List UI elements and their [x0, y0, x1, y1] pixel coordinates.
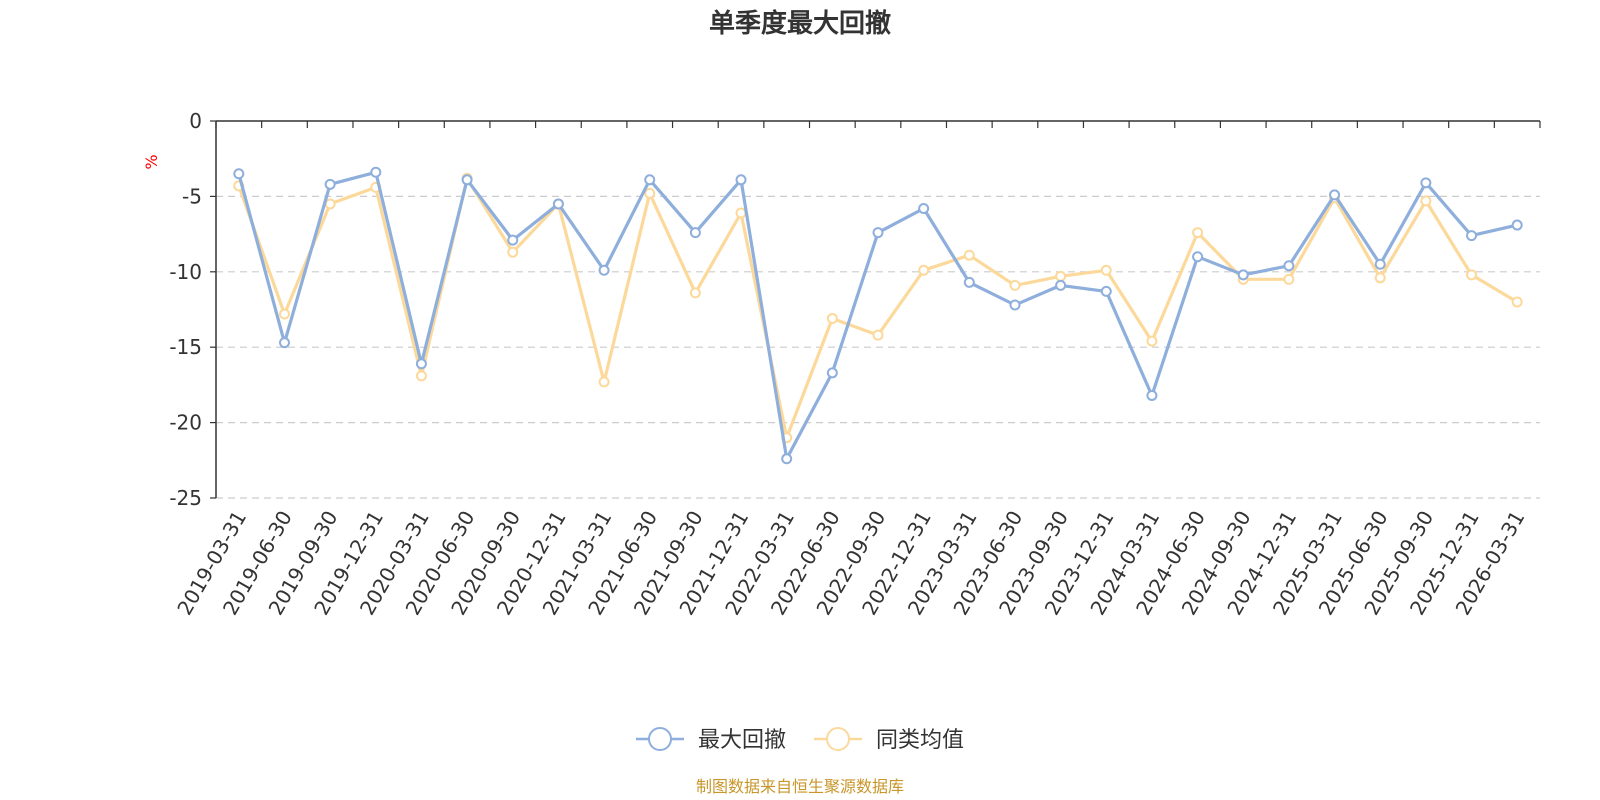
- data-point-series-2[interactable]: [1511, 296, 1523, 308]
- data-point-series-2[interactable]: [689, 287, 701, 299]
- data-point-series-1[interactable]: [1466, 230, 1478, 242]
- data-point-series-1[interactable]: [644, 174, 656, 186]
- y-axis-unit-label: %: [142, 154, 161, 169]
- data-point-series-2[interactable]: [1374, 272, 1386, 284]
- data-point-series-2[interactable]: [1466, 269, 1478, 281]
- data-point-series-1[interactable]: [1329, 189, 1341, 201]
- data-point-series-1[interactable]: [781, 453, 793, 465]
- data-point-series-1[interactable]: [461, 174, 473, 186]
- data-point-series-2[interactable]: [1055, 270, 1067, 282]
- data-point-series-1[interactable]: [1237, 269, 1249, 281]
- y-tick-label: 0: [189, 109, 202, 133]
- data-point-series-2[interactable]: [1009, 279, 1021, 291]
- data-point-series-1[interactable]: [1192, 251, 1204, 263]
- data-point-series-1[interactable]: [826, 367, 838, 379]
- data-point-series-1[interactable]: [415, 358, 427, 370]
- data-point-series-2[interactable]: [735, 207, 747, 219]
- data-point-series-2[interactable]: [918, 264, 930, 276]
- y-tick-label: -25: [169, 486, 202, 510]
- data-point-series-1[interactable]: [918, 202, 930, 214]
- data-point-series-2[interactable]: [598, 376, 610, 388]
- data-point-series-1[interactable]: [598, 264, 610, 276]
- legend-circle-icon: [826, 727, 850, 751]
- legend[interactable]: 最大回撤 同类均值: [636, 727, 964, 753]
- data-point-series-2[interactable]: [963, 249, 975, 261]
- data-point-series-1[interactable]: [278, 337, 290, 349]
- data-point-series-1[interactable]: [1146, 389, 1158, 401]
- y-tick-label: -20: [169, 411, 202, 435]
- data-point-series-1[interactable]: [1374, 258, 1386, 270]
- data-point-series-1[interactable]: [1511, 219, 1523, 231]
- data-point-series-2[interactable]: [415, 370, 427, 382]
- data-point-series-2[interactable]: [826, 313, 838, 325]
- data-point-series-2[interactable]: [1420, 195, 1432, 207]
- series-layer: [233, 166, 1523, 465]
- data-point-series-2[interactable]: [644, 187, 656, 199]
- data-point-series-2[interactable]: [1100, 264, 1112, 276]
- legend-label[interactable]: 同类均值: [876, 728, 964, 753]
- data-point-series-1[interactable]: [507, 234, 519, 246]
- y-tick-label: -15: [169, 335, 202, 359]
- data-point-series-1[interactable]: [1055, 279, 1067, 291]
- data-point-series-2[interactable]: [278, 308, 290, 320]
- data-point-series-2[interactable]: [1146, 335, 1158, 347]
- source-note: 制图数据来自恒生聚源数据库: [696, 777, 904, 796]
- legend-circle-icon: [648, 727, 672, 751]
- data-point-series-2[interactable]: [1283, 273, 1295, 285]
- series-line-2: [237, 176, 1519, 440]
- data-point-series-1[interactable]: [1009, 299, 1021, 311]
- chart-title: 单季度最大回撤: [709, 8, 891, 39]
- y-tick-label: -10: [169, 260, 202, 284]
- data-point-series-1[interactable]: [963, 276, 975, 288]
- data-point-series-1[interactable]: [1100, 285, 1112, 297]
- data-point-series-2[interactable]: [872, 329, 884, 341]
- data-point-series-1[interactable]: [735, 174, 747, 186]
- data-point-series-2[interactable]: [1192, 227, 1204, 239]
- data-point-series-1[interactable]: [552, 198, 564, 210]
- data-point-series-1[interactable]: [233, 168, 245, 180]
- grid-lines: [216, 195, 1540, 499]
- data-point-series-1[interactable]: [370, 166, 382, 178]
- y-tick-label: -5: [182, 184, 202, 208]
- legend-label[interactable]: 最大回撤: [698, 728, 786, 753]
- data-point-series-1[interactable]: [324, 178, 336, 190]
- data-point-series-1[interactable]: [872, 227, 884, 239]
- data-point-series-2[interactable]: [507, 246, 519, 258]
- data-point-series-1[interactable]: [1283, 260, 1295, 272]
- data-point-series-1[interactable]: [1420, 177, 1432, 189]
- data-point-series-1[interactable]: [689, 227, 701, 239]
